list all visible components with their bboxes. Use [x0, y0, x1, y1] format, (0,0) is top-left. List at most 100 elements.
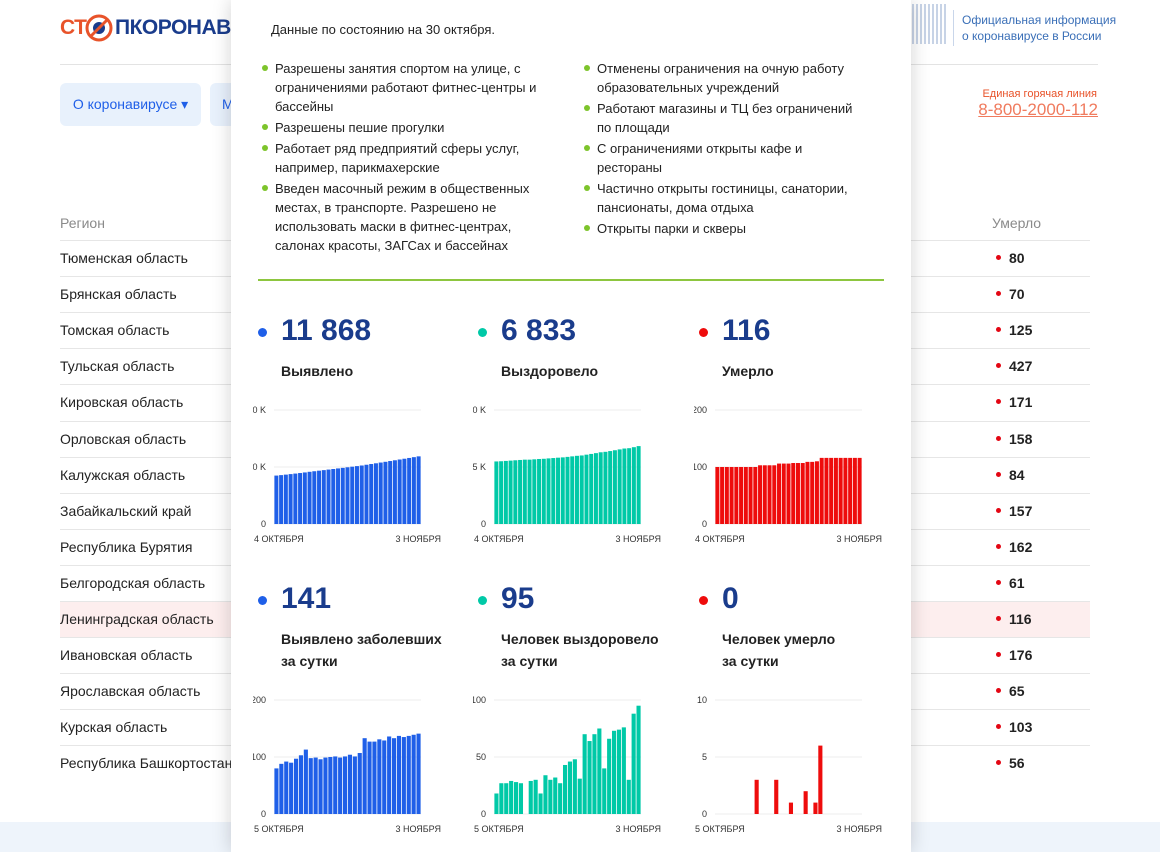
- y-tick-label: 10 K: [253, 462, 266, 472]
- bar: [626, 779, 631, 814]
- official-info[interactable]: о коронавирусе в России: [962, 29, 1102, 43]
- y-tick-label: 0: [481, 519, 486, 529]
- bar: [598, 452, 603, 524]
- bar: [739, 467, 744, 524]
- bullet-item: Работает ряд предприятий сферы услуг, на…: [262, 139, 547, 177]
- bar: [843, 457, 848, 524]
- bar: [852, 457, 857, 524]
- bar: [508, 460, 513, 524]
- died-dot: [996, 291, 1001, 297]
- y-tick-label: 100: [473, 695, 486, 705]
- hotline-label: Единая горячая линия: [982, 88, 1097, 100]
- bar: [391, 738, 397, 814]
- bar: [824, 457, 829, 524]
- bar: [532, 459, 537, 524]
- stat-number: 116: [722, 314, 771, 347]
- stat-label: за сутки: [501, 653, 558, 669]
- hotline-number[interactable]: 8-800-2000-112: [978, 100, 1098, 119]
- bar: [551, 458, 556, 524]
- stat-dot: [478, 596, 487, 605]
- region-name: Курская область: [60, 719, 168, 736]
- y-tick-label: 100: [694, 462, 707, 472]
- info-popup: Данные по состоянию на 30 октября. Разреш…: [231, 0, 911, 852]
- stat-number: 6 833: [501, 314, 577, 347]
- bar: [584, 454, 589, 524]
- x-tick-label: 3 НОЯБРЯ: [836, 534, 882, 544]
- died-count: 171: [1009, 394, 1033, 411]
- bar: [627, 448, 632, 524]
- mini-chart: 0 100 200 4 ОКТЯБРЯ 3 НОЯБРЯ: [694, 405, 882, 544]
- died-count: 427: [1009, 358, 1033, 375]
- bullet-item: С ограничениями открыты кафе и рестораны: [584, 139, 869, 177]
- bar: [274, 475, 279, 524]
- bar: [307, 471, 312, 524]
- y-tick-label: 20 K: [253, 405, 266, 415]
- nav-button[interactable]: О коронавирусе ▾: [60, 83, 201, 126]
- x-tick-label: 3 НОЯБРЯ: [836, 824, 882, 834]
- x-tick-label: 4 ОКТЯБРЯ: [254, 534, 304, 544]
- y-tick-label: 100: [253, 752, 266, 762]
- bar: [279, 475, 284, 524]
- x-tick-label: 3 НОЯБРЯ: [395, 534, 441, 544]
- bar: [359, 465, 364, 524]
- stat-dot: [258, 596, 267, 605]
- bar: [543, 775, 548, 814]
- mini-chart: 0 50 100 5 ОКТЯБРЯ 3 НОЯБРЯ: [473, 695, 661, 834]
- bar: [777, 463, 782, 524]
- bar: [293, 473, 298, 524]
- bar: [603, 451, 608, 524]
- bar: [288, 474, 293, 524]
- region-name: Тюменская область: [60, 250, 188, 266]
- bar: [533, 779, 538, 814]
- died-count: 116: [1009, 611, 1032, 627]
- bar: [636, 705, 641, 814]
- region-name: Тульская область: [60, 358, 175, 375]
- x-tick-label: 4 ОКТЯБРЯ: [474, 534, 524, 544]
- bar: [803, 791, 808, 814]
- stat-dot: [258, 328, 267, 337]
- bar: [336, 468, 341, 524]
- bar: [279, 763, 284, 814]
- bar: [565, 456, 570, 524]
- bar: [378, 462, 383, 524]
- bar: [622, 448, 627, 524]
- bar: [397, 459, 402, 524]
- bar: [541, 458, 546, 524]
- died-count: 56: [1009, 755, 1025, 772]
- stat-label: Человек умерло: [722, 631, 836, 647]
- bar: [357, 753, 362, 814]
- bar: [407, 457, 412, 524]
- bar: [617, 449, 622, 524]
- bar: [579, 455, 584, 524]
- bar: [377, 739, 382, 814]
- bullet-item: Работают магазины и ТЦ без ограничений п…: [584, 99, 869, 137]
- bar: [303, 749, 308, 814]
- bar: [333, 756, 338, 814]
- died-dot: [996, 327, 1001, 333]
- bar: [338, 757, 343, 814]
- died-dot: [996, 363, 1001, 369]
- bar: [795, 463, 800, 524]
- bar: [636, 446, 641, 524]
- stat-number: 141: [281, 582, 332, 615]
- logo-left: СТ: [60, 16, 87, 39]
- bar: [537, 458, 542, 524]
- bar: [298, 755, 304, 814]
- died-count: 162: [1009, 538, 1033, 555]
- x-tick-label: 4 ОКТЯБРЯ: [695, 534, 745, 544]
- region-name: Томская область: [60, 322, 170, 339]
- bar: [748, 467, 753, 524]
- region-name: Ивановская область: [60, 647, 193, 664]
- y-tick-label: 200: [253, 695, 266, 705]
- bar: [416, 456, 421, 524]
- stat-dot: [699, 328, 708, 337]
- official-info[interactable]: Официальная информация: [962, 13, 1117, 27]
- died-count: 70: [1009, 286, 1025, 303]
- bar: [829, 457, 834, 524]
- region-name: Белгородская область: [60, 574, 206, 591]
- bar: [518, 459, 523, 524]
- bar: [289, 762, 294, 814]
- y-tick-label: 200: [694, 405, 707, 415]
- virus-ring: [85, 14, 113, 42]
- bar: [284, 761, 289, 814]
